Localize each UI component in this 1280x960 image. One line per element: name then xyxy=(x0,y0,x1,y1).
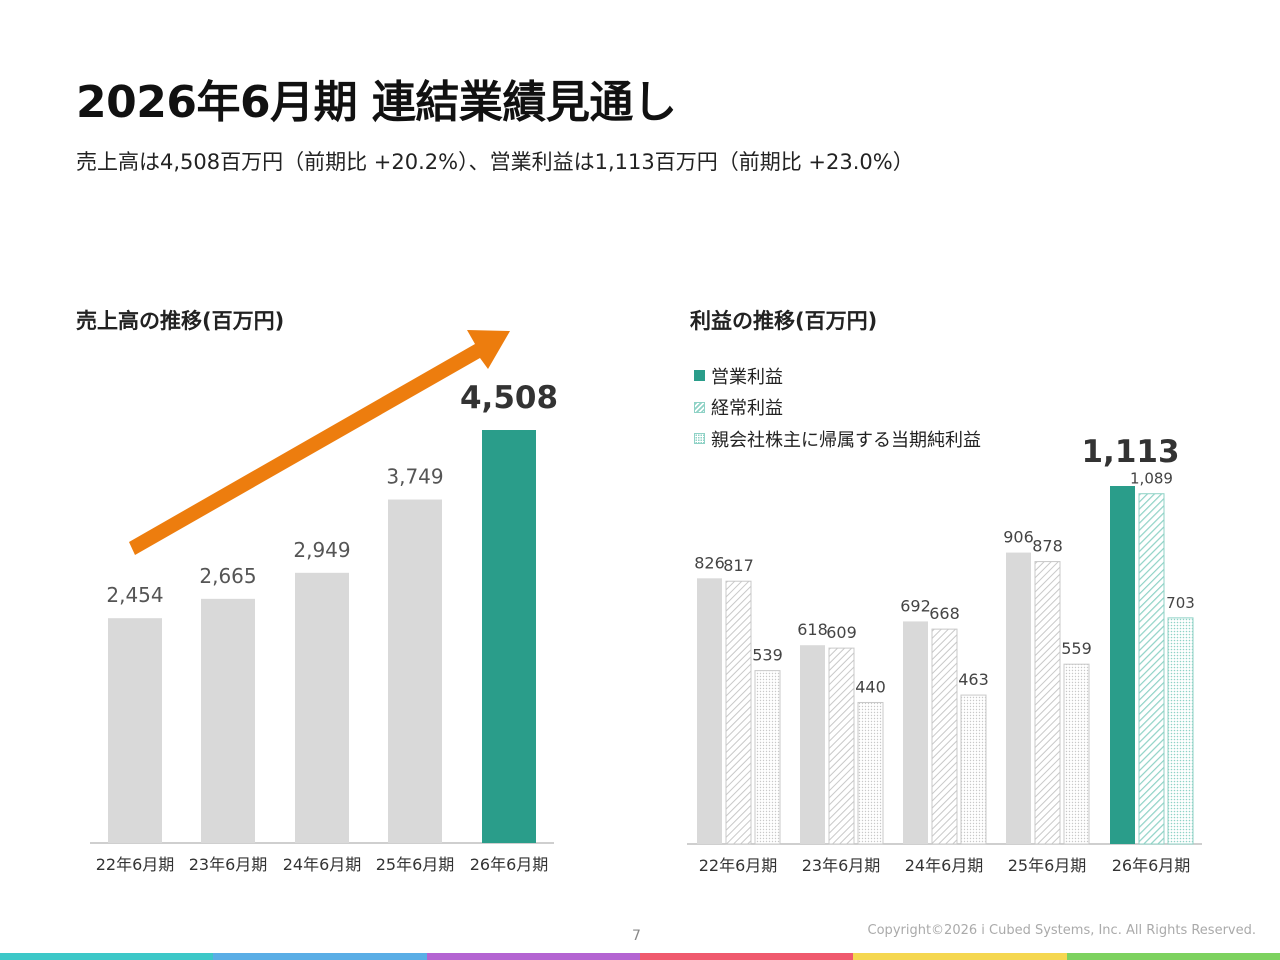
profit-bar-dot xyxy=(1167,617,1194,845)
profit-bar-dot xyxy=(754,670,781,845)
page-number: 7 xyxy=(632,928,641,944)
profit-bar-hatch xyxy=(1034,561,1061,845)
profit-bar-dot xyxy=(960,694,987,845)
sales-category-label: 23年6月期 xyxy=(189,855,268,874)
legend-label: 営業利益 xyxy=(711,366,783,388)
footer-strip-segment xyxy=(213,953,427,960)
profit-value-label: 539 xyxy=(752,646,783,665)
footer-strip-segment xyxy=(426,953,640,960)
profit-bar-solid xyxy=(1110,486,1135,844)
profit-value-label: 609 xyxy=(826,623,857,642)
profit-category-label: 23年6月期 xyxy=(802,856,881,875)
profit-value-label: 906 xyxy=(1003,528,1034,547)
footer-strip-segment xyxy=(639,953,854,960)
profit-value-label: 826 xyxy=(694,553,725,572)
legend-item-operating-profit: 営業利益 xyxy=(694,360,981,392)
profit-value-label: 878 xyxy=(1032,537,1063,556)
profit-bar-solid xyxy=(697,578,722,844)
sales-value-label: 4,508 xyxy=(460,380,558,416)
profit-value-label: 692 xyxy=(900,596,931,615)
sales-category-label: 26年6月期 xyxy=(470,855,549,874)
sales-bar xyxy=(108,618,162,843)
legend-label: 経常利益 xyxy=(711,398,783,420)
legend-label: 親会社株主に帰属する当期純利益 xyxy=(711,429,981,451)
legend-swatch-hatch xyxy=(694,401,705,413)
legend-swatch-dot xyxy=(694,433,705,445)
sales-bar xyxy=(201,598,255,843)
footer-strip-segment xyxy=(1066,953,1280,960)
profit-legend: 営業利益 経常利益 親会社株主に帰属する当期純利益 xyxy=(694,360,981,455)
sales-category-label: 24年6月期 xyxy=(283,855,362,874)
profit-category-label: 24年6月期 xyxy=(905,856,984,875)
profit-bar-solid xyxy=(903,621,928,844)
footer-strip-segment xyxy=(853,953,1067,960)
legend-item-net-profit: 親会社株主に帰属する当期純利益 xyxy=(694,423,981,455)
sales-bar xyxy=(482,430,536,843)
sales-value-label: 2,454 xyxy=(106,583,163,607)
sales-value-label: 3,749 xyxy=(386,465,443,489)
page-subtitle: 売上高は4,508百万円（前期比 +20.2%）、営業利益は1,113百万円（前… xyxy=(76,150,914,174)
profit-value-label: 1,089 xyxy=(1130,470,1173,488)
page-title: 2026年6月期 連結業績見通し xyxy=(76,77,677,128)
sales-value-label: 2,949 xyxy=(293,538,350,562)
sales-bar xyxy=(295,572,349,843)
profit-bar-solid xyxy=(800,645,825,844)
profit-bar-hatch xyxy=(931,628,958,845)
profit-value-label: 1,113 xyxy=(1081,434,1179,470)
profit-bar-dot xyxy=(857,701,884,845)
profit-bar-hatch xyxy=(828,647,855,845)
profit-bar-solid xyxy=(1006,552,1031,844)
profit-value-label: 618 xyxy=(797,620,828,639)
sales-chart-title: 売上高の推移(百万円) xyxy=(76,309,285,333)
legend-swatch-solid xyxy=(694,370,705,382)
profit-category-label: 22年6月期 xyxy=(699,856,778,875)
footer-strip-segment xyxy=(0,953,214,960)
profit-bar-hatch xyxy=(1138,493,1165,845)
profit-value-label: 817 xyxy=(723,556,754,575)
trend-arrow xyxy=(129,330,510,555)
profit-bar-hatch xyxy=(725,580,752,845)
profit-bar-dot xyxy=(1063,663,1090,845)
sales-category-label: 22年6月期 xyxy=(96,855,175,874)
profit-value-label: 668 xyxy=(929,604,960,623)
profit-category-label: 26年6月期 xyxy=(1112,856,1191,875)
profit-category-label: 25年6月期 xyxy=(1008,856,1087,875)
sales-bar xyxy=(388,499,442,843)
profit-value-label: 463 xyxy=(958,670,989,689)
profit-chart-title: 利益の推移(百万円) xyxy=(690,309,878,333)
footer-color-strip xyxy=(0,953,1280,960)
profit-value-label: 703 xyxy=(1166,594,1195,612)
copyright-notice: Copyright©2026 i Cubed Systems, Inc. All… xyxy=(867,923,1256,938)
profit-value-label: 440 xyxy=(855,677,886,696)
legend-item-ordinary-profit: 経常利益 xyxy=(694,392,981,424)
sales-value-label: 2,665 xyxy=(199,564,256,588)
sales-category-label: 25年6月期 xyxy=(376,855,455,874)
profit-value-label: 559 xyxy=(1061,639,1092,658)
